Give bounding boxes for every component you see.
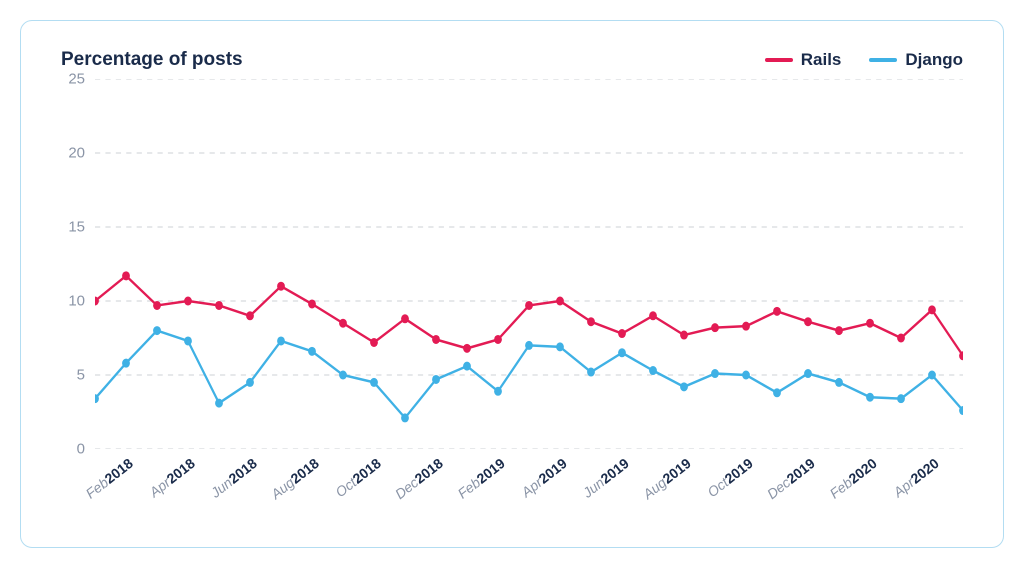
legend-swatch [869, 58, 897, 62]
y-tick-label: 0 [77, 441, 85, 458]
series-point-rails [494, 335, 502, 344]
series-point-django [587, 368, 595, 377]
x-tick-label: Jun2019 [580, 455, 632, 501]
series-point-rails [525, 301, 533, 310]
series-point-rails [308, 299, 316, 308]
chart-header: Percentage of posts Rails Django [61, 49, 963, 71]
legend-label: Rails [801, 50, 842, 70]
series-point-django [370, 378, 378, 387]
y-tick-label: 15 [68, 219, 85, 236]
series-point-django [618, 348, 626, 357]
x-tick-label: Feb2018 [82, 455, 135, 502]
chart-legend: Rails Django [765, 50, 963, 70]
x-tick-label: Feb2019 [454, 455, 507, 502]
series-point-django [308, 347, 316, 356]
series-point-django [432, 375, 440, 384]
series-point-django [525, 341, 533, 350]
series-point-django [215, 399, 223, 408]
series-point-rails [835, 326, 843, 335]
y-tick-label: 10 [68, 293, 85, 310]
y-tick-label: 5 [77, 367, 85, 384]
series-point-django [556, 342, 564, 351]
plot-wrap: 0510152025 [61, 79, 963, 449]
series-point-rails [680, 331, 688, 340]
series-point-rails [804, 317, 812, 326]
series-point-django [928, 371, 936, 380]
series-point-rails [742, 322, 750, 331]
legend-item-django: Django [869, 50, 963, 70]
chart-title: Percentage of posts [61, 49, 243, 71]
series-point-rails [370, 338, 378, 347]
series-line-rails [95, 276, 963, 372]
x-tick-label: Dec2019 [764, 455, 818, 502]
series-point-django [649, 366, 657, 375]
y-axis-labels: 0510152025 [55, 79, 89, 449]
x-tick-label: Oct2019 [704, 455, 756, 500]
series-point-django [277, 336, 285, 345]
series-point-django [184, 336, 192, 345]
x-tick-label: Oct2018 [332, 455, 384, 500]
x-tick-label: Apr2019 [518, 455, 570, 500]
chart-svg [95, 79, 963, 449]
x-tick-label: Aug2018 [268, 455, 322, 502]
legend-label: Django [905, 50, 963, 70]
x-tick-label: Dec2018 [392, 455, 446, 502]
series-point-django [804, 369, 812, 378]
y-tick-label: 20 [68, 145, 85, 162]
series-point-rails [339, 319, 347, 328]
y-tick-label: 25 [68, 71, 85, 88]
legend-item-rails: Rails [765, 50, 842, 70]
x-axis-labels: Feb2018Apr2018Jun2018Aug2018Oct2018Dec20… [95, 455, 963, 515]
series-point-rails [649, 311, 657, 320]
legend-swatch [765, 58, 793, 62]
series-point-rails [773, 307, 781, 316]
series-point-django [463, 362, 471, 371]
series-point-django [773, 388, 781, 397]
series-point-django [339, 371, 347, 380]
series-point-django [246, 378, 254, 387]
series-point-rails [277, 282, 285, 291]
series-point-django [866, 393, 874, 402]
series-point-rails [153, 301, 161, 310]
series-point-django [897, 394, 905, 403]
series-point-rails [618, 329, 626, 338]
x-tick-label: Aug2019 [640, 455, 694, 502]
plot-area [95, 79, 963, 449]
series-point-django [153, 326, 161, 335]
series-point-rails [184, 297, 192, 306]
series-point-rails [122, 271, 130, 280]
series-point-rails [866, 319, 874, 328]
series-point-django [835, 378, 843, 387]
series-point-django [122, 359, 130, 368]
series-point-rails [587, 317, 595, 326]
series-point-rails [401, 314, 409, 323]
series-point-rails [215, 301, 223, 310]
series-point-rails [556, 297, 564, 306]
series-point-rails [897, 334, 905, 343]
series-point-django [742, 371, 750, 380]
series-point-rails [711, 323, 719, 332]
series-point-rails [928, 305, 936, 314]
chart-card: Percentage of posts Rails Django 0 5 10 15 20… [20, 20, 1004, 548]
x-tick-label: Jun2018 [208, 455, 260, 501]
series-point-rails [432, 335, 440, 344]
series-point-rails [463, 344, 471, 353]
series-point-django [711, 369, 719, 378]
series-point-django [494, 387, 502, 396]
series-point-rails [246, 311, 254, 320]
series-point-django [680, 382, 688, 391]
series-point-django [401, 413, 409, 422]
x-tick-label: Apr2018 [146, 455, 198, 500]
x-tick-label: Apr2020 [890, 455, 942, 500]
x-tick-label: Feb2020 [826, 455, 879, 502]
